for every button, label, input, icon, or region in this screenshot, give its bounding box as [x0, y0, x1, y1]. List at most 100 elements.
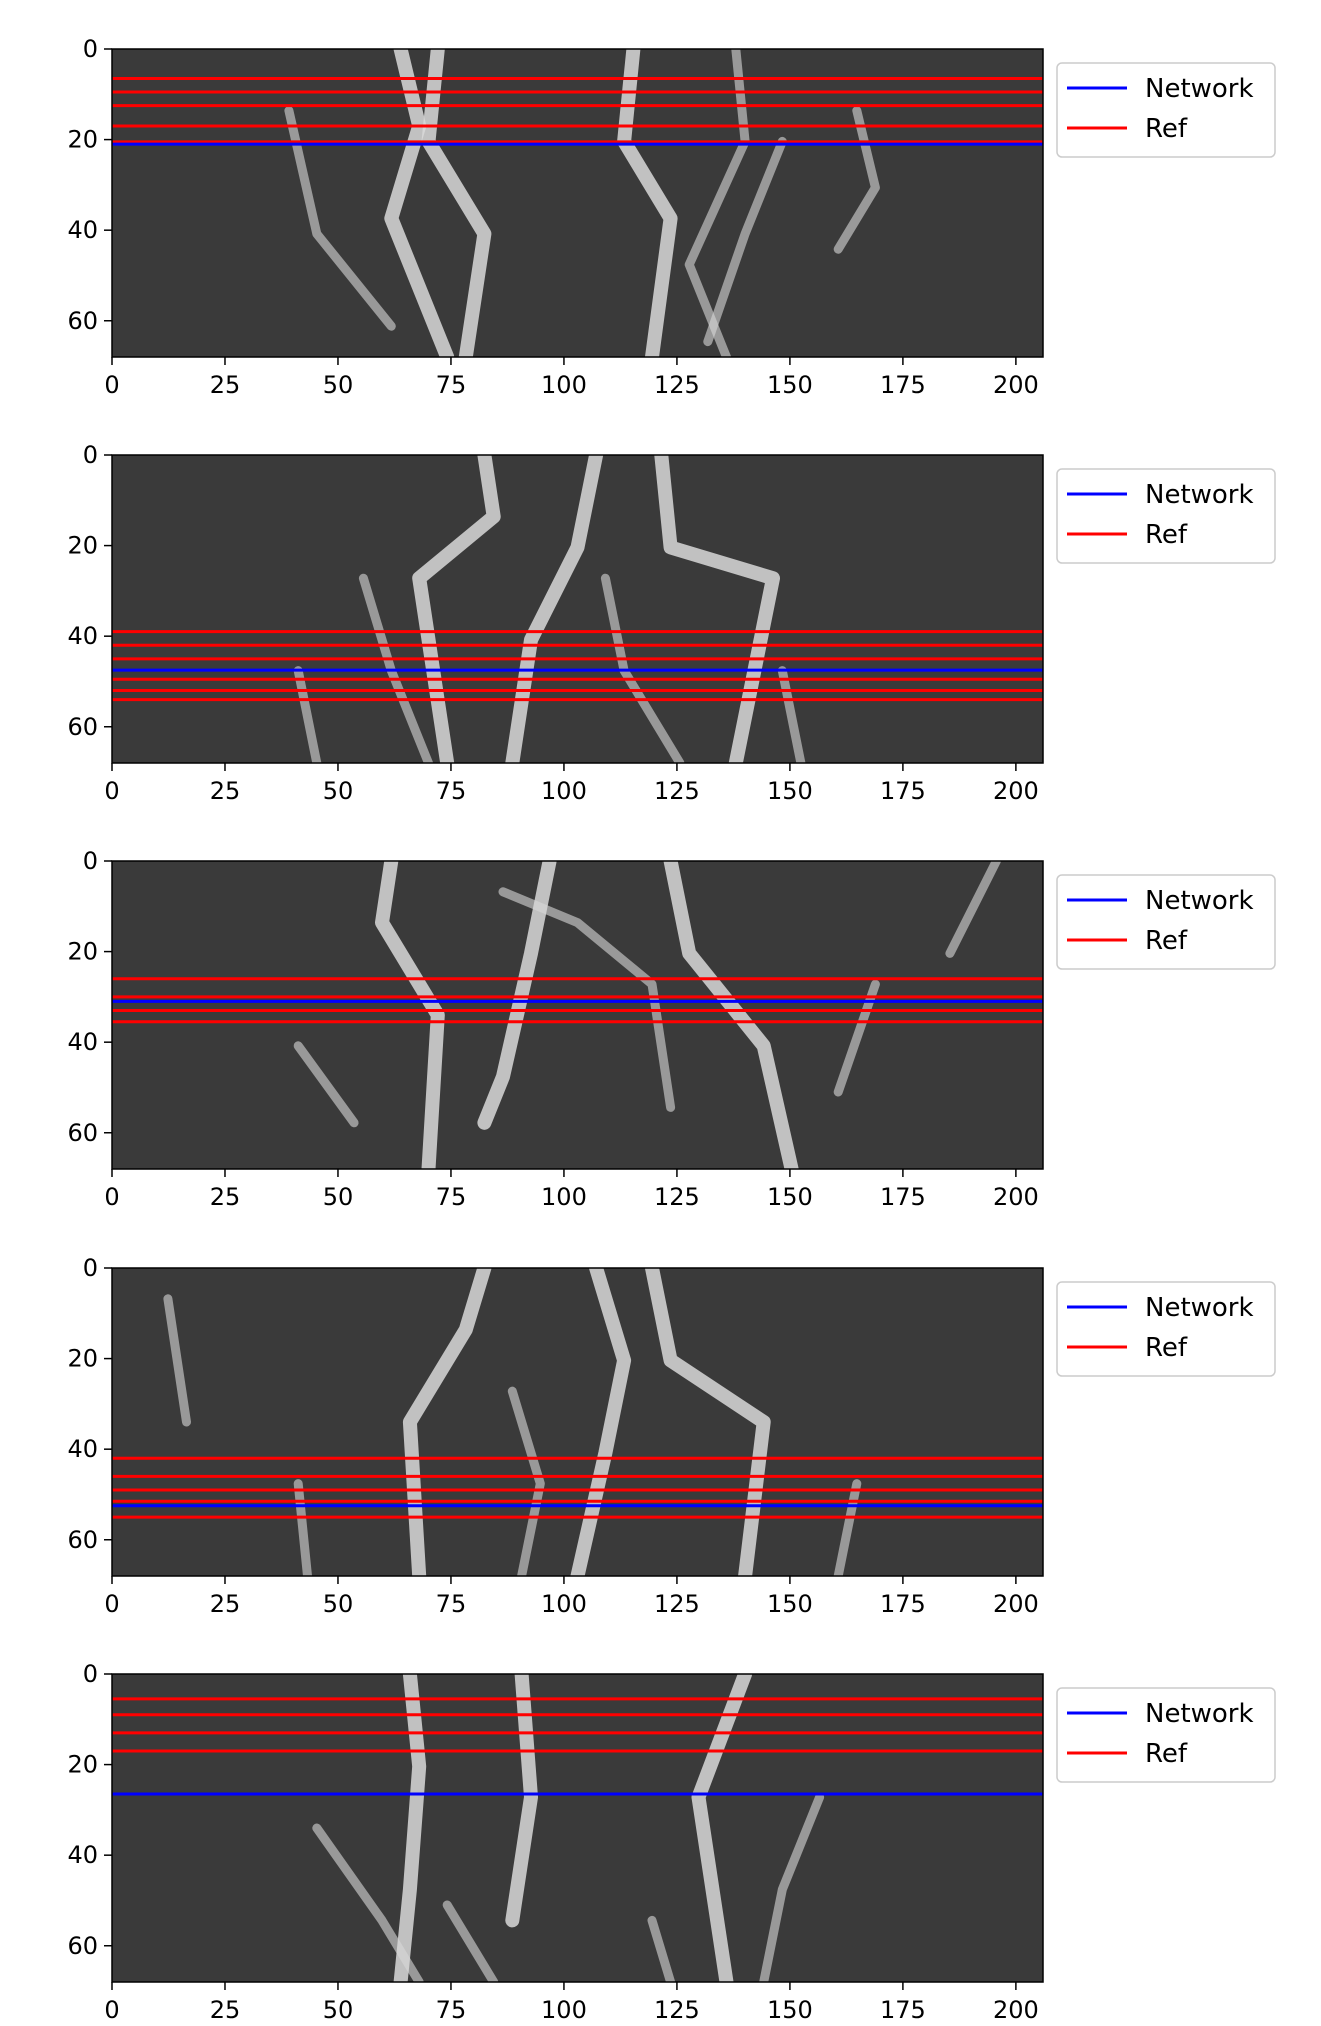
x-tick-label: 25 — [210, 371, 241, 399]
vessel-stroke — [293, 1479, 312, 1576]
y-tick-label: 40 — [67, 1841, 98, 1869]
y-tick-label: 40 — [67, 1435, 98, 1463]
legend-label-ref: Ref — [1145, 926, 1188, 956]
x-tick-label: 0 — [104, 1183, 119, 1211]
vessel-image — [163, 1268, 862, 1576]
vessel-stroke — [312, 1823, 424, 1982]
vessel-stroke — [645, 1268, 771, 1576]
vessel-stroke — [384, 49, 455, 357]
y-tick-label: 60 — [67, 713, 98, 741]
x-tick-label: 100 — [541, 1996, 587, 2024]
vessel-stroke — [284, 106, 396, 331]
vessel-stroke — [421, 49, 492, 357]
x-tick-label: 50 — [323, 1590, 354, 1618]
vessel-stroke — [945, 861, 1001, 958]
x-tick-label: 75 — [436, 777, 467, 805]
vessel-stroke — [663, 861, 799, 1169]
chart-panel-1: 0 25 50 75 100 125 150 175 200 0 20 40 60 Network Ref — [67, 35, 1276, 399]
vessel-stroke — [777, 666, 806, 763]
legend-label-network: Network — [1145, 1293, 1254, 1323]
x-tick-label: 0 — [104, 1996, 119, 2024]
y-tick-label: 60 — [67, 1119, 98, 1147]
vessel-stroke — [684, 49, 750, 357]
x-tick-label: 175 — [880, 777, 926, 805]
x-tick-label: 25 — [210, 1996, 241, 2024]
chart-panel-4: 0 25 50 75 100 125 150 175 200 0 20 40 60 Network Ref — [67, 1254, 1276, 1618]
vessel-stroke — [442, 1900, 499, 1982]
y-tick-label: 60 — [67, 1526, 98, 1554]
y-tick-label: 0 — [83, 441, 98, 469]
x-tick-label: 0 — [104, 777, 119, 805]
legend: Network Ref — [1056, 62, 1276, 158]
legend-label-network: Network — [1145, 1699, 1254, 1729]
x-tick-label: 200 — [993, 777, 1039, 805]
legend-label-ref: Ref — [1145, 1333, 1188, 1363]
legend: Network Ref — [1056, 1687, 1276, 1783]
x-tick-label: 50 — [323, 371, 354, 399]
x-tick-label: 150 — [767, 1590, 813, 1618]
vessel-stroke — [498, 887, 676, 1112]
legend-label-network: Network — [1145, 886, 1254, 916]
vessel-stroke — [759, 1792, 825, 1982]
image-background — [112, 455, 1043, 763]
x-tick-label: 200 — [993, 371, 1039, 399]
axes-frame — [111, 1267, 1044, 1577]
y-tick-label: 0 — [83, 847, 98, 875]
x-tick-label: 50 — [323, 1183, 354, 1211]
axes-frame — [111, 48, 1044, 358]
vessel-stroke — [293, 1041, 359, 1128]
x-tick-label: 100 — [541, 1183, 587, 1211]
x-tick-label: 125 — [654, 1183, 700, 1211]
vessel-stroke — [570, 1268, 632, 1576]
x-tick-label: 25 — [210, 777, 241, 805]
x-tick-label: 50 — [323, 1996, 354, 2024]
x-tick-label: 75 — [436, 1183, 467, 1211]
x-tick-label: 0 — [104, 371, 119, 399]
chart-panel-2: 0 25 50 75 100 125 150 175 200 0 20 40 60 Network Ref — [67, 441, 1276, 805]
x-tick-label: 75 — [436, 1996, 467, 2024]
y-tick-label: 40 — [67, 1028, 98, 1056]
axes-frame — [111, 454, 1044, 764]
legend-label-ref: Ref — [1145, 114, 1188, 144]
vessel-stroke — [647, 1915, 676, 1982]
legend: Network Ref — [1056, 1281, 1276, 1377]
y-tick-label: 20 — [67, 532, 98, 560]
x-tick-label: 125 — [654, 1590, 700, 1618]
x-tick-label: 100 — [541, 1590, 587, 1618]
x-tick-label: 0 — [104, 1590, 119, 1618]
x-tick-label: 125 — [654, 371, 700, 399]
image-background — [112, 1674, 1043, 1982]
x-tick-label: 175 — [880, 1590, 926, 1618]
x-tick-label: 175 — [880, 1996, 926, 2024]
y-tick-label: 20 — [67, 1345, 98, 1373]
x-tick-label: 75 — [436, 1590, 467, 1618]
x-tick-label: 75 — [436, 371, 467, 399]
x-tick-label: 150 — [767, 1183, 813, 1211]
x-tick-label: 100 — [541, 777, 587, 805]
vessel-stroke — [833, 106, 880, 254]
legend-label-network: Network — [1145, 480, 1254, 510]
chart-panel-3: 0 25 50 75 100 125 150 175 200 0 20 40 60 Network Ref — [67, 847, 1276, 1211]
vessel-image — [284, 49, 880, 357]
axes-frame — [111, 860, 1044, 1170]
vessel-stroke — [505, 455, 604, 763]
legend-label-ref: Ref — [1145, 520, 1188, 550]
x-tick-label: 200 — [993, 1590, 1039, 1618]
vessel-stroke — [617, 49, 678, 357]
y-tick-label: 60 — [67, 1932, 98, 1960]
x-tick-label: 125 — [654, 777, 700, 805]
x-tick-label: 125 — [654, 1996, 700, 2024]
vessel-stroke — [507, 1386, 545, 1576]
x-tick-label: 175 — [880, 371, 926, 399]
vessel-stroke — [293, 666, 322, 763]
x-tick-label: 150 — [767, 1996, 813, 2024]
x-tick-label: 200 — [993, 1183, 1039, 1211]
axes-frame — [111, 1673, 1044, 1983]
vessel-stroke — [393, 1674, 427, 1982]
chart-panel-5: 0 25 50 75 100 125 150 175 200 0 20 40 60 Network Ref — [67, 1660, 1276, 2024]
x-tick-label: 25 — [210, 1590, 241, 1618]
image-background — [112, 861, 1043, 1169]
legend: Network Ref — [1056, 468, 1276, 564]
y-tick-label: 0 — [83, 1254, 98, 1282]
